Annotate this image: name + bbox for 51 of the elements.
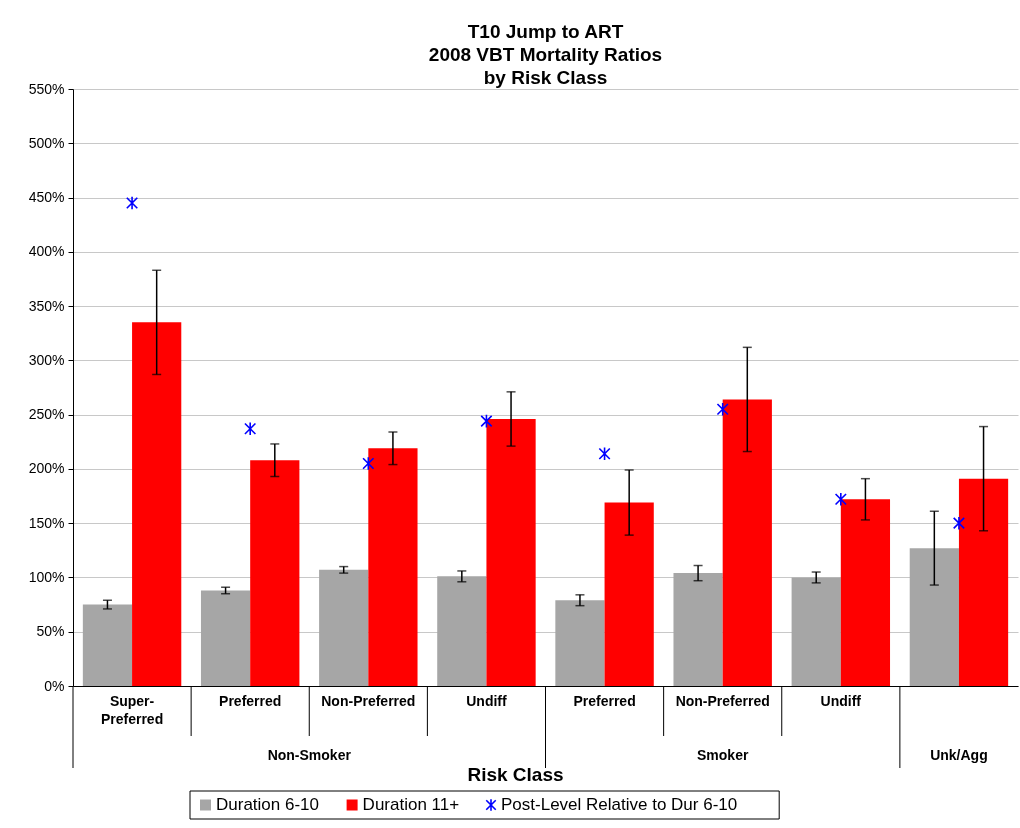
point — [244, 421, 257, 436]
point — [480, 414, 493, 429]
point — [834, 492, 847, 507]
y-tick-label: 200% — [28, 460, 65, 477]
point — [952, 516, 965, 531]
y-tick-label: 50% — [36, 623, 65, 640]
legend-label: Duration 11+ — [362, 795, 460, 814]
y-tick-label: 400% — [28, 243, 65, 260]
bar — [368, 448, 418, 686]
point — [126, 195, 139, 211]
bar — [840, 499, 891, 686]
y-tick-label: 550% — [28, 80, 65, 97]
y-tick-label: 100% — [28, 568, 65, 585]
bar — [673, 573, 723, 686]
y-tick-label: 300% — [28, 351, 65, 368]
text: Smoker — [697, 747, 749, 763]
bar — [909, 548, 959, 686]
bar — [132, 322, 182, 686]
y-tick-label: 0% — [44, 677, 65, 694]
y-tick-label: 500% — [28, 134, 65, 151]
chart-title: T10 Jump to ART 2008 VBT Mortality Ratios by Risk Class — [428, 21, 663, 88]
bar — [437, 576, 487, 686]
x-tick-label: Non-Preferred — [321, 692, 416, 709]
bar — [319, 569, 369, 686]
y-tick-label: 250% — [28, 406, 65, 423]
bar — [250, 460, 300, 686]
point — [362, 456, 375, 471]
x-tick-label: Undiff — [820, 692, 862, 709]
x-tick-label: Preferred — [573, 692, 636, 709]
bar — [555, 600, 605, 686]
x-tick-label: Super- Preferred — [100, 692, 164, 727]
x-axis-title: Risk Class — [467, 764, 564, 785]
bar — [200, 590, 251, 686]
bar — [791, 577, 841, 686]
bar — [486, 418, 536, 686]
bar — [604, 502, 654, 686]
point — [716, 402, 729, 417]
x-tick-label: Undiff — [466, 692, 507, 709]
y-tick-label: 350% — [28, 297, 65, 314]
bar — [82, 604, 133, 686]
y-tick-label: 450% — [28, 189, 65, 206]
text: Non-Smoker — [267, 747, 352, 763]
legend-label: Post-Level Relative to Dur 6-10 — [501, 795, 738, 814]
point — [598, 446, 611, 461]
legend-label: Duration 6-10 — [216, 795, 320, 814]
text: Unk/Agg — [930, 747, 988, 763]
y-tick-label: 150% — [28, 514, 65, 531]
bar — [722, 399, 772, 686]
bar — [958, 478, 1009, 686]
x-tick-label: Preferred — [219, 692, 282, 709]
x-tick-label: Non-Preferred — [675, 692, 770, 709]
